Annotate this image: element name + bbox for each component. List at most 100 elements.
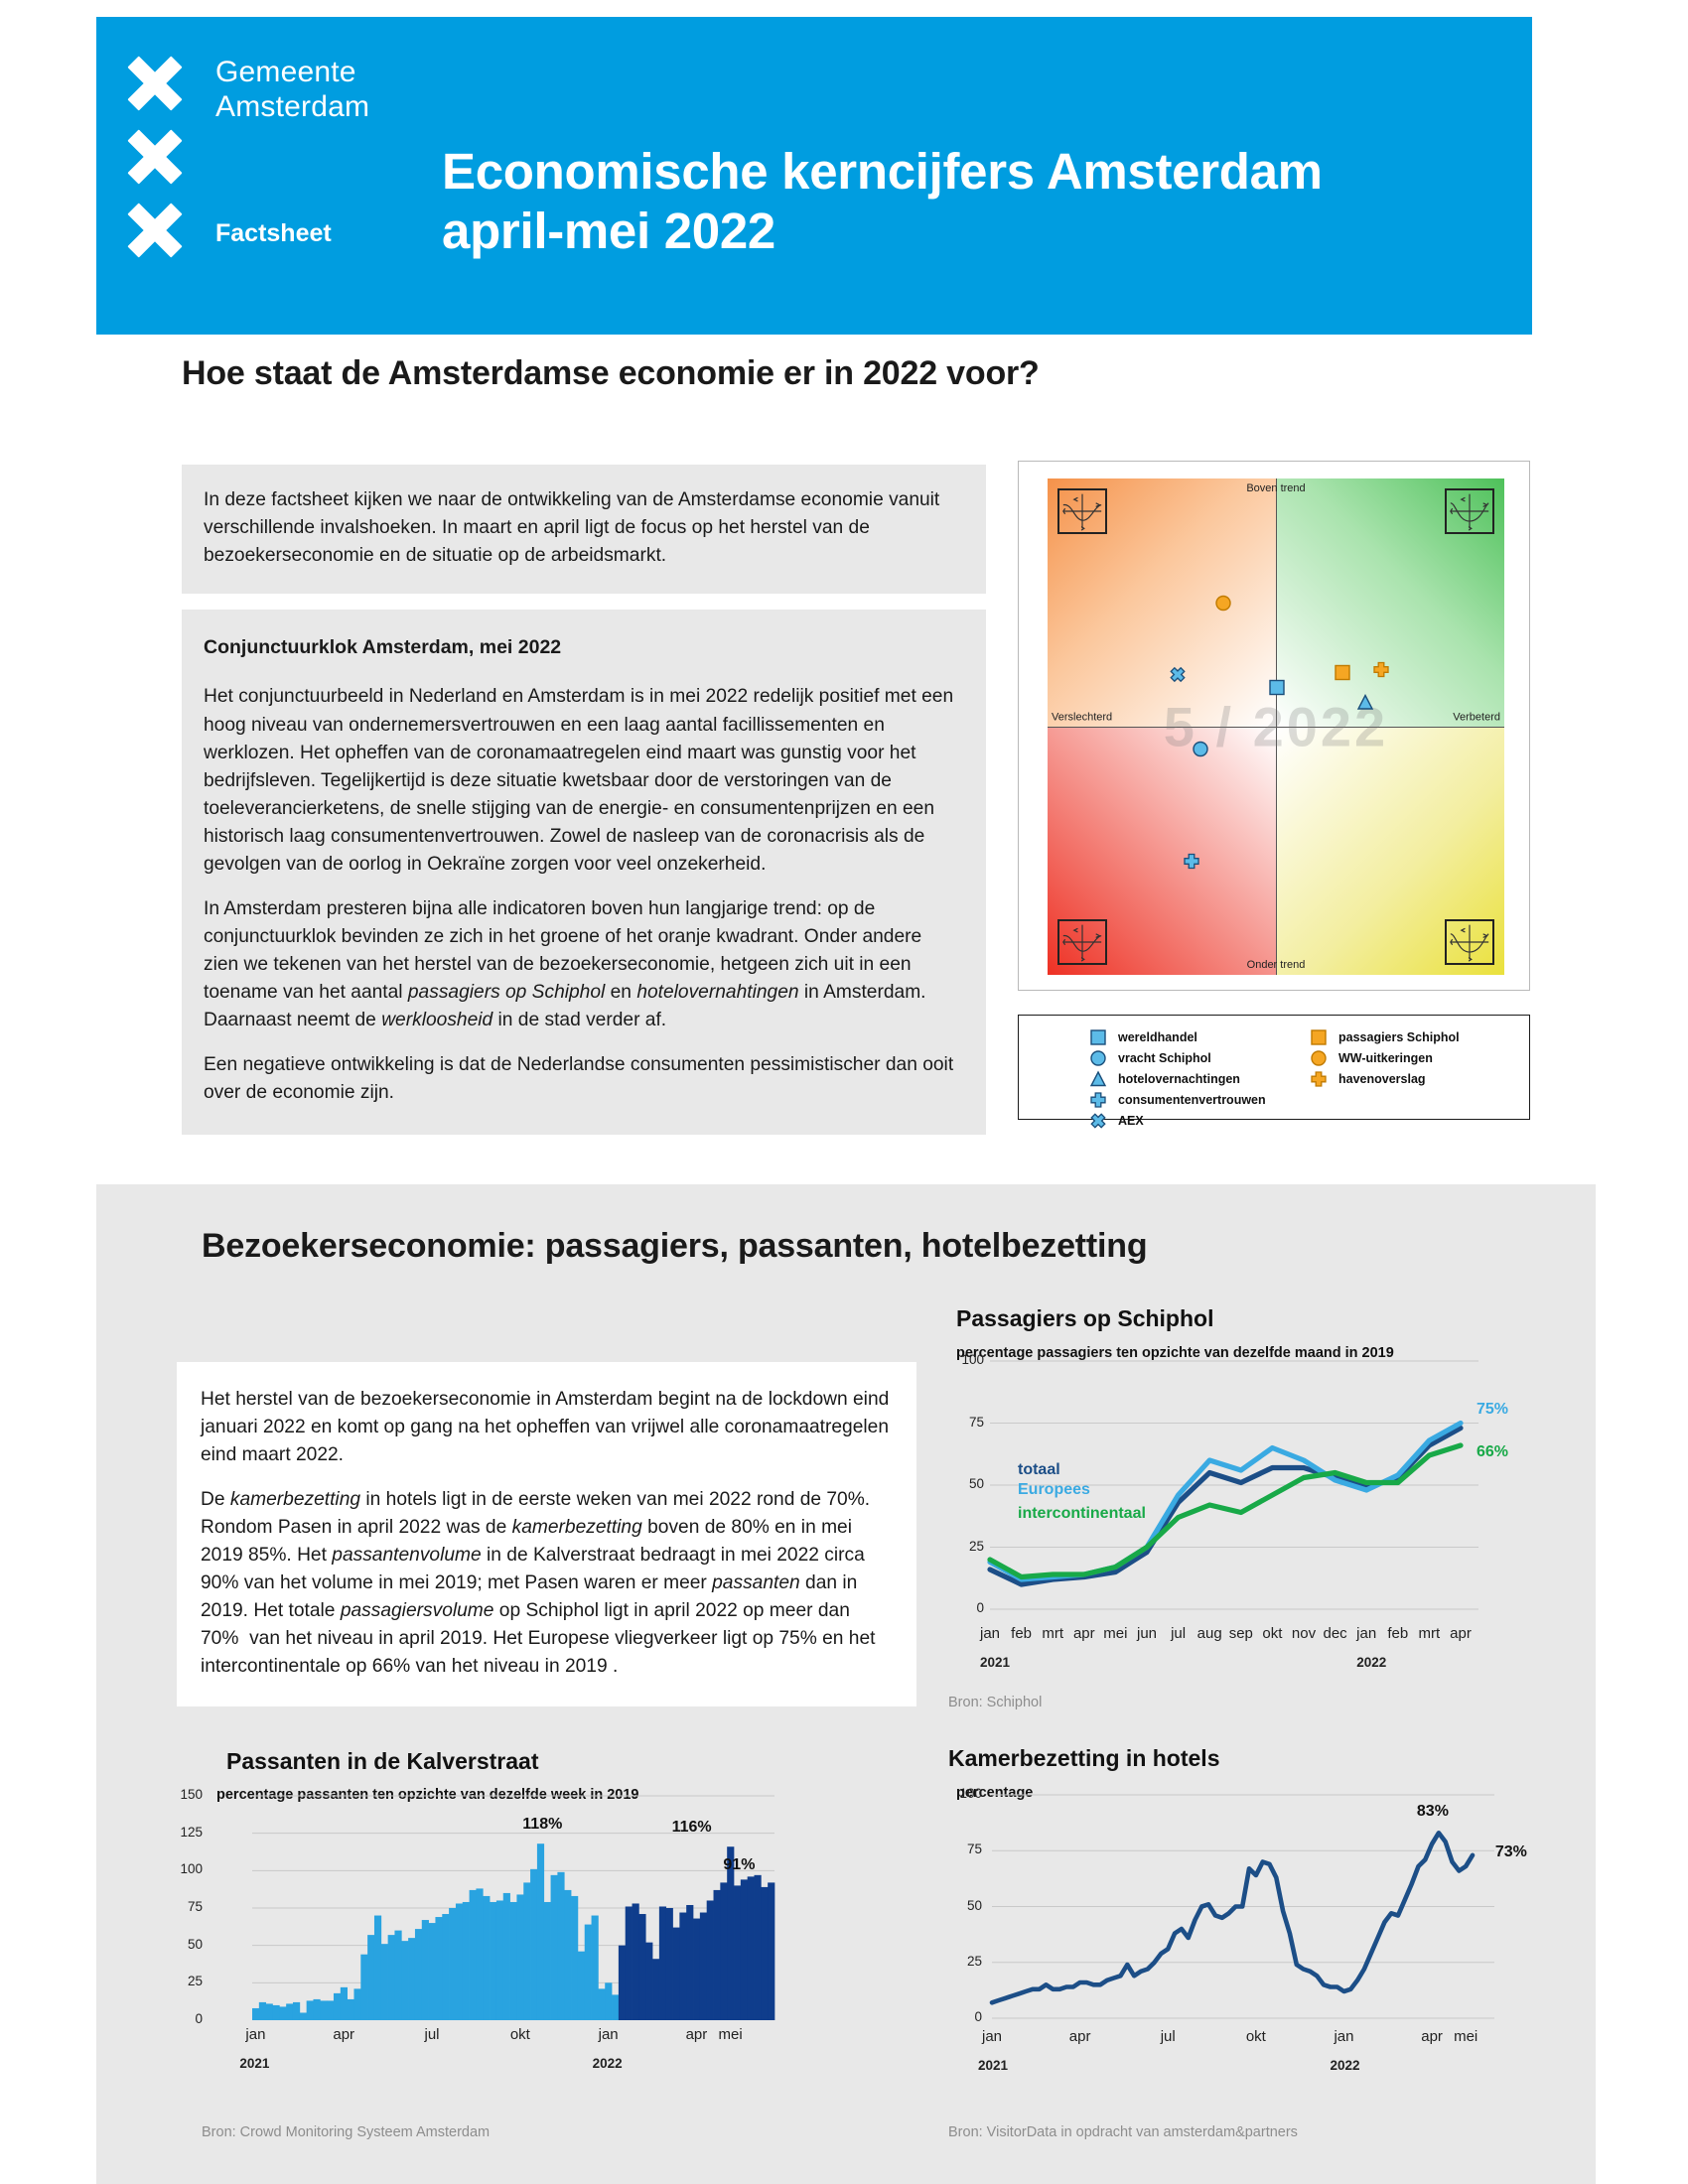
quadrant-bottom-right: [1276, 727, 1504, 975]
conjunctuurklok-paragraph-1: Het conjunctuurbeeld in Nederland en Ams…: [204, 686, 954, 875]
conjunctuurklok-box-title: Conjunctuurklok Amsterdam, mei 2022: [204, 636, 562, 658]
schiphol-x-tick-label: apr: [1450, 1625, 1472, 1642]
hotels-y-tick-label: 100: [959, 1786, 982, 1801]
square-marker-icon: [1088, 1027, 1108, 1047]
hotels-chart-plot: [948, 1779, 1514, 2020]
hotels-x-group-label: 2022: [1330, 2058, 1360, 2073]
kalverstraat-y-tick-label: 50: [187, 1936, 203, 1952]
hotels-x-group-label: 2021: [978, 2058, 1009, 2073]
hotels-x-tick-label: jan: [1334, 2028, 1354, 2045]
schiphol-x-tick-label: mrt: [1418, 1625, 1441, 1642]
hotels-annotation: 73%: [1494, 1843, 1527, 1860]
schiphol-x-tick-label: aug: [1196, 1625, 1222, 1642]
conjunctuurklok-paragraph-2: In Amsterdam presteren bijna alle indica…: [204, 897, 926, 1030]
schiphol-y-tick-label: 25: [968, 1538, 984, 1554]
kalverstraat-annotation: 91%: [723, 1855, 756, 1873]
amsterdam-logo: [126, 55, 206, 275]
schiphol-x-tick-label: apr: [1072, 1625, 1095, 1642]
legend-item-label: wereldhandel: [1118, 1030, 1197, 1044]
legend-item-label: consumentenvertrouwen: [1118, 1093, 1266, 1107]
section-1-heading: Hoe staat de Amsterdamse economie er in …: [182, 354, 1040, 392]
hotels-y-tick-label: 25: [966, 1953, 982, 1969]
schiphol-x-tick-label: jun: [1136, 1625, 1158, 1642]
schiphol-chart-plot: [948, 1335, 1504, 1621]
intro-textbox: In deze factsheet kijken we naar de ontw…: [182, 465, 986, 595]
legend-item-label: vracht Schiphol: [1118, 1051, 1211, 1065]
quadrant-top-right: [1276, 478, 1504, 727]
legend-item: passagiers Schiphol: [1309, 1027, 1460, 1047]
schiphol-series-label-totaal: totaal: [1018, 1461, 1060, 1478]
klok-marker-havenoverslag: [1372, 661, 1389, 683]
kalverstraat-chart-subtitle: percentage passanten ten opzichte van de…: [216, 1787, 639, 1803]
schiphol-x-tick-label: jul: [1171, 1625, 1187, 1642]
brand-name: Gemeente Amsterdam: [215, 55, 369, 125]
legend-item-label: hotelovernachtingen: [1118, 1072, 1240, 1086]
kalverstraat-y-tick-label: 0: [195, 2011, 203, 2026]
klok-marker-vracht-schiphol: [1193, 741, 1209, 762]
kalverstraat-x-tick-label: apr: [333, 2026, 355, 2043]
schiphol-chart-subtitle: percentage passagiers ten opzichte van d…: [956, 1345, 1394, 1361]
klok-marker-wereldhandel: [1269, 679, 1286, 701]
kalverstraat-annotation: 118%: [522, 1816, 563, 1834]
conjunctuurklok-textbox: Conjunctuurklok Amsterdam, mei 2022 Het …: [182, 610, 986, 1135]
schiphol-end-label-europees: 75%: [1477, 1401, 1509, 1418]
schiphol-series-label-intercontinentaal: intercontinentaal: [1018, 1504, 1146, 1522]
mini-curve-icon: [1057, 488, 1107, 534]
hotels-annotation: 83%: [1416, 1803, 1449, 1821]
mini-curve-icon: [1445, 919, 1494, 965]
schiphol-chart-title: Passagiers op Schiphol: [956, 1305, 1214, 1331]
legend-item: WW-uitkeringen: [1309, 1048, 1460, 1068]
kalverstraat-y-tick-label: 100: [180, 1861, 203, 1877]
kalverstraat-x-group-label: 2022: [592, 2056, 623, 2071]
klok-marker-ww-uitkeringen: [1215, 595, 1232, 616]
legend-item: vracht Schiphol: [1088, 1048, 1266, 1068]
circle-marker-icon: [1088, 1048, 1108, 1068]
schiphol-x-tick-label: jan: [979, 1625, 1001, 1642]
schiphol-y-tick-label: 100: [961, 1352, 984, 1367]
conjunctuurklok-plot: 5 / 2022: [1048, 478, 1504, 975]
label-boven-trend: Boven trend: [1246, 482, 1306, 494]
legend-column-right: passagiers Schiphol WW-uitkeringen havenov…: [1309, 1027, 1460, 1090]
klok-marker-consumentenvertrouwen: [1183, 853, 1199, 875]
andreas-cross-icon: [126, 55, 184, 112]
legend-item-label: WW-uitkeringen: [1338, 1051, 1433, 1065]
conjunctuurklok-chart: 5 / 2022: [1018, 461, 1530, 991]
klok-marker-passagiers-schiphol: [1334, 664, 1350, 686]
kalverstraat-x-tick-label: jul: [424, 2026, 440, 2043]
kalverstraat-chart-title: Passanten in de Kalverstraat: [226, 1748, 539, 1774]
klok-marker-hotelovernachtingen: [1356, 693, 1373, 716]
hotels-x-tick-label: okt: [1245, 2028, 1266, 2045]
hotels-x-tick-label: apr: [1421, 2028, 1443, 2045]
circle-marker-icon: [1309, 1048, 1329, 1068]
conjunctuurklok-paragraph-3: Een negatieve ontwikkeling is dat de Ned…: [204, 1053, 954, 1103]
legend-item-label: havenoverslag: [1338, 1072, 1426, 1086]
kalverstraat-y-tick-label: 150: [180, 1787, 203, 1802]
page-title: Economische kerncijfers Amsterdam april-…: [442, 143, 1323, 259]
kalverstraat-y-tick-label: 75: [187, 1899, 203, 1914]
kalverstraat-y-tick-label: 25: [187, 1974, 203, 1989]
schiphol-y-tick-label: 50: [968, 1476, 984, 1491]
schiphol-x-tick-label: jan: [1356, 1625, 1377, 1642]
schiphol-x-group-label: 2021: [980, 1655, 1011, 1670]
legend-item: wereldhandel: [1088, 1027, 1266, 1047]
factsheet-label: Factsheet: [215, 219, 332, 247]
label-onder-trend: Onder trend: [1246, 959, 1306, 971]
cross-marker-icon: [1088, 1090, 1108, 1110]
bezoeker-paragraph-2: De kamerbezetting in hotels ligt in de e…: [201, 1489, 876, 1678]
section-2-heading: Bezoekerseconomie: passagiers, passanten…: [202, 1227, 1148, 1265]
cross-marker-icon: [1309, 1069, 1329, 1089]
legend-item: hotelovernachtingen: [1088, 1069, 1266, 1089]
x-marker-icon: [1088, 1111, 1108, 1131]
legend-item-label: passagiers Schiphol: [1338, 1030, 1460, 1044]
hotels-chart-subtitle: percentage: [956, 1785, 1034, 1801]
hotels-chart-source: Bron: VisitorData in opdracht van amster…: [948, 2124, 1298, 2140]
triangle-marker-icon: [1088, 1069, 1108, 1089]
kalverstraat-y-tick-label: 125: [180, 1824, 203, 1840]
kalverstraat-chart-plot: [207, 1782, 782, 2020]
legend-column-left: wereldhandel vracht Schiphol hotelovernach…: [1088, 1027, 1266, 1132]
schiphol-x-group-label: 2022: [1356, 1655, 1387, 1670]
schiphol-x-tick-label: sep: [1228, 1625, 1253, 1642]
intro-paragraph: In deze factsheet kijken we naar de ontw…: [204, 489, 940, 567]
quadrant-bottom-left: [1048, 727, 1276, 975]
andreas-cross-icon: [126, 128, 184, 186]
